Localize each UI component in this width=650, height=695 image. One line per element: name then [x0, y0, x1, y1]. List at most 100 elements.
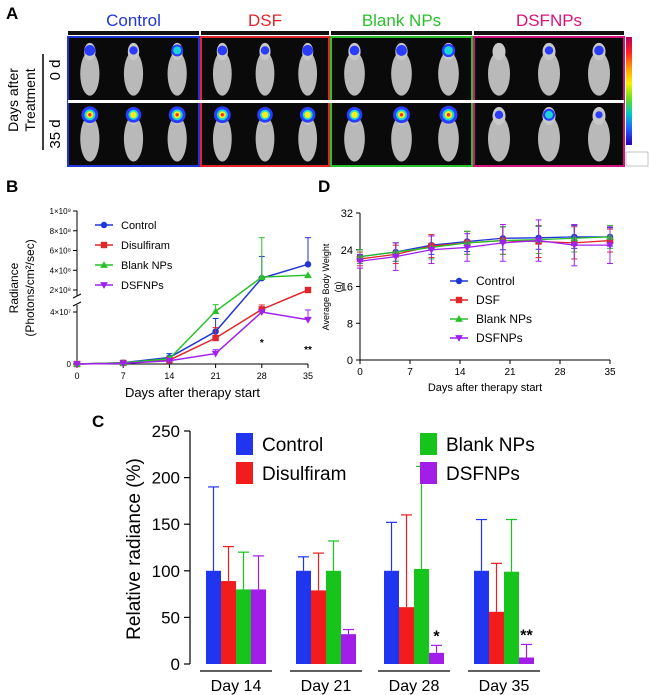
legend-label: Disulfiram — [262, 464, 346, 485]
series-line — [359, 239, 610, 262]
legend-label: Disulfiram — [121, 240, 170, 252]
x-tick-label: 0 — [74, 371, 79, 381]
bar — [384, 570, 399, 664]
panel-a-imaging: Control DSF Blank NPs DSFNPs Days after Treat… — [5, 11, 649, 167]
data-point — [356, 258, 364, 266]
legend-marker — [100, 241, 108, 249]
mouse-body — [167, 116, 187, 162]
mouse-body — [438, 51, 459, 96]
legend-label: DSFNPs — [121, 280, 164, 292]
mouse-body — [212, 116, 232, 162]
bar — [414, 568, 429, 664]
mouse-body — [123, 51, 144, 96]
data-point — [606, 242, 614, 249]
colorbar-legend-box — [625, 151, 649, 167]
bioluminescence-signal — [261, 111, 269, 119]
row-label-35d: 35 d — [47, 119, 64, 148]
bar — [504, 571, 519, 664]
bar — [326, 570, 341, 664]
legend-swatch — [420, 433, 437, 455]
legend-marker — [100, 261, 108, 268]
bar-group-day-28: Day 28 — [378, 465, 450, 695]
y-axis-label-line2: (g) — [333, 281, 343, 292]
data-point — [391, 253, 400, 261]
series-dsfnps — [73, 309, 312, 368]
row-label-0d: 0 d — [47, 60, 64, 81]
y-tick-label: 6×10⁸ — [50, 247, 71, 256]
legend-marker — [455, 277, 463, 285]
significance-marker: * — [260, 338, 264, 349]
bar — [429, 652, 444, 664]
bioluminescence-signal — [544, 46, 554, 55]
bar-group-day-35: Day 35 — [468, 518, 540, 695]
y-axis-label-line2: (Photons/cm²/sec) — [23, 239, 37, 336]
data-point — [304, 271, 312, 279]
y-tick-label: 4×10⁷ — [50, 308, 71, 317]
group-label-control: Control — [106, 11, 161, 30]
bioluminescence-signal — [220, 113, 225, 117]
mouse-body — [488, 116, 510, 162]
data-point — [427, 246, 436, 254]
group-header-bar — [201, 31, 329, 35]
group-label-dsfnps: DSFNPs — [516, 11, 582, 30]
y-tick-label: 50 — [161, 608, 180, 627]
y-tick-label: 150 — [152, 515, 180, 534]
colorbar — [626, 37, 632, 145]
y-tick-label: 24 — [341, 245, 353, 257]
bioluminescence-signal — [175, 113, 179, 117]
bioluminescence-signal — [84, 45, 96, 56]
category-label: Day 28 — [389, 678, 440, 695]
significance-marker: ** — [520, 627, 533, 644]
legend-label: DSFNPs — [476, 331, 523, 345]
bar-group-day-21: Day 21 — [290, 540, 362, 695]
bioluminescence-signal — [129, 46, 138, 55]
legend-label: DSF — [476, 293, 500, 307]
mouse-body — [298, 116, 318, 162]
row-axis-label-line1: Days after — [5, 68, 21, 132]
y-tick-label: 8 — [347, 318, 353, 330]
legend-marker — [100, 221, 108, 229]
bar — [221, 581, 236, 664]
mouse-body — [588, 116, 610, 162]
legend-label: Control — [476, 274, 515, 288]
y-tick-label: 4×10⁸ — [50, 266, 71, 275]
y-axis-label-line1: Average Body Weight — [321, 243, 331, 330]
significance-marker: ** — [304, 345, 312, 356]
axis-break-mark — [72, 293, 82, 299]
bioluminescence-signal — [130, 111, 137, 119]
x-tick-label: 28 — [554, 367, 566, 378]
bioluminescence-signal — [396, 45, 407, 56]
bioluminescence-signal — [217, 45, 228, 56]
mouse-body — [488, 51, 510, 96]
mouse-body — [391, 116, 412, 162]
category-label: Day 35 — [479, 678, 530, 695]
bar — [206, 570, 221, 664]
x-tick-label: 0 — [357, 367, 363, 378]
bioluminescence-signal — [351, 111, 358, 119]
significance-marker: * — [433, 628, 440, 645]
data-point — [570, 242, 579, 249]
data-point — [304, 261, 312, 268]
series-dsfnps — [356, 219, 614, 271]
panel-letter-d: D — [318, 177, 331, 196]
bar — [296, 570, 311, 664]
data-point — [165, 357, 174, 365]
legend-label: DSFNPs — [446, 464, 520, 485]
bioluminescence-signal — [545, 110, 553, 119]
y-tick-label: 16 — [341, 282, 353, 294]
y-tick-label: 0 — [347, 355, 353, 367]
bar — [311, 590, 326, 664]
y-tick-label: 0 — [171, 655, 180, 674]
mouse-body — [344, 116, 365, 162]
bar — [251, 589, 266, 664]
mouse-body — [212, 51, 232, 96]
bar — [519, 657, 534, 664]
mouse-body — [588, 51, 610, 96]
data-point — [304, 286, 312, 294]
bar — [341, 634, 356, 664]
bioluminescence-signal — [444, 46, 453, 55]
legend-label: Blank NPs — [476, 312, 532, 326]
group-header-bar — [331, 31, 472, 35]
bioluminescence-signal — [595, 111, 603, 119]
